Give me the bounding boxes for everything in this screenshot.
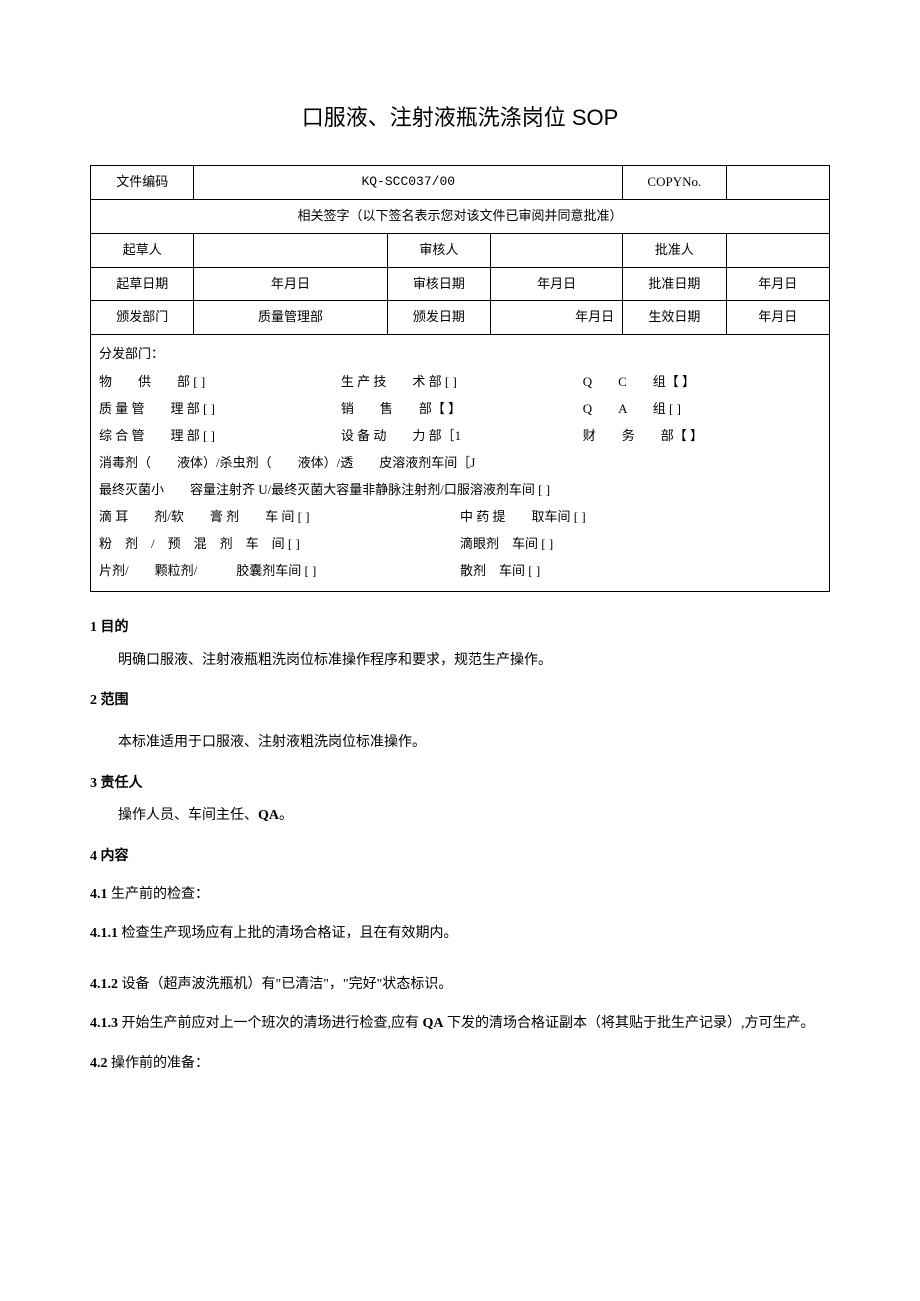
section-1-num: 1 bbox=[90, 620, 97, 635]
para-4-1-1-text: 检查生产现场应有上批的清场合格证，且在有效期内。 bbox=[122, 926, 458, 941]
effective-date-label: 生效日期 bbox=[623, 301, 726, 335]
section-1: 1 目的 明确口服液、注射液瓶粗洗岗位标准操作程序和要求，规范生产操作。 bbox=[90, 617, 830, 672]
title-sop: SOP bbox=[566, 105, 619, 130]
approver-label: 批准人 bbox=[623, 233, 726, 267]
effective-date-value: 年月日 bbox=[726, 301, 829, 335]
para-4-1-2: 4.1.2 设备（超声波洗瓶机）有"已清洁"，"完好"状态标识。 bbox=[90, 972, 830, 997]
approve-date-label: 批准日期 bbox=[623, 267, 726, 301]
reviewer-label: 审核人 bbox=[387, 233, 490, 267]
section-4: 4 内容 4.1 生产前的检查： 4.1.1 检查生产现场应有上批的清场合格证，… bbox=[90, 846, 830, 1076]
dist-item: 散剂 车间 [ ] bbox=[460, 558, 821, 584]
review-date-value: 年月日 bbox=[491, 267, 623, 301]
issue-dept-label: 颁发部门 bbox=[91, 301, 194, 335]
section-3-body-post: 。 bbox=[279, 808, 293, 823]
section-2-num: 2 bbox=[90, 693, 97, 708]
dist-item: 物 供 部 [ ] bbox=[99, 369, 337, 395]
issue-date-label: 颁发日期 bbox=[387, 301, 490, 335]
signature-row-title: 相关签字（以下签名表示您对该文件已审阅并同意批准） bbox=[91, 199, 830, 233]
drafter-label: 起草人 bbox=[91, 233, 194, 267]
review-date-label: 审核日期 bbox=[387, 267, 490, 301]
page-title: 口服液、注射液瓶洗涤岗位 SOP bbox=[90, 100, 830, 135]
section-3-body: 操作人员、车间主任、QA。 bbox=[90, 805, 830, 827]
file-code-label: 文件编码 bbox=[91, 166, 194, 200]
issue-dept-value: 质量管理部 bbox=[194, 301, 387, 335]
dist-row: 质 量 管 理 部 [ ] 销 售 部【 】 Q A 组 [ ] bbox=[99, 396, 821, 422]
dist-row: 滴 耳 剂/软 膏 剂 车 间 [ ] 中 药 提 取车间 [ ] bbox=[99, 504, 821, 530]
metadata-table: 文件编码 KQ-SCC037/00 COPYNo. 相关签字（以下签名表示您对该… bbox=[90, 165, 830, 592]
section-1-body: 明确口服液、注射液瓶粗洗岗位标准操作程序和要求，规范生产操作。 bbox=[90, 650, 830, 672]
dist-row: 粉 剂 / 预 混 剂 车 间 [ ] 滴眼剂 车间 [ ] bbox=[99, 531, 821, 557]
section-4-num: 4 bbox=[90, 849, 97, 864]
issue-date-value: 年月日 bbox=[491, 301, 623, 335]
dist-item: 片剂/ 颗粒剂/ 胶囊剂车间 [ ] bbox=[99, 558, 460, 584]
dist-item: 消毒剂（ 液体）/杀虫剂（ 液体）/透 皮溶液剂车间［J bbox=[99, 450, 821, 476]
dist-row: 消毒剂（ 液体）/杀虫剂（ 液体）/透 皮溶液剂车间［J bbox=[99, 450, 821, 476]
section-3-num: 3 bbox=[90, 776, 97, 791]
title-main: 口服液、注射液瓶洗涤岗位 bbox=[302, 105, 566, 130]
dist-item: 中 药 提 取车间 [ ] bbox=[460, 504, 821, 530]
section-4-head: 4 内容 bbox=[90, 846, 830, 868]
para-4-1-3: 4.1.3 开始生产前应对上一个班次的清场进行检查,应有 QA 下发的清场合格证… bbox=[90, 1011, 830, 1036]
para-4-1-1-num: 4.1.1 bbox=[90, 926, 118, 941]
section-1-title: 目的 bbox=[101, 620, 129, 635]
para-4-1-num: 4.1 bbox=[90, 887, 108, 902]
distribution-cell: 分发部门： 物 供 部 [ ] 生 产 技 术 部 [ ] Q C 组【 】 质… bbox=[91, 335, 830, 592]
dist-item: Q C 组【 】 bbox=[583, 369, 821, 395]
section-1-head: 1 目的 bbox=[90, 617, 830, 639]
copy-no-label: COPYNo. bbox=[623, 166, 726, 200]
section-2-title: 范围 bbox=[101, 693, 129, 708]
para-4-1-3-text-a: 开始生产前应对上一个班次的清场进行检查,应有 bbox=[122, 1016, 423, 1031]
section-4-title: 内容 bbox=[101, 849, 129, 864]
section-2-head: 2 范围 bbox=[90, 690, 830, 712]
distribution-label: 分发部门： bbox=[99, 341, 821, 367]
dist-item: Q A 组 [ ] bbox=[583, 396, 821, 422]
para-4-1-1: 4.1.1 检查生产现场应有上批的清场合格证，且在有效期内。 bbox=[90, 921, 830, 946]
dist-row: 最终灭菌小 容量注射齐 U/最终灭菌大容量非静脉注射剂/口服溶液剂车间 [ ] bbox=[99, 477, 821, 503]
section-3-title: 责任人 bbox=[101, 776, 143, 791]
dist-row: 综 合 管 理 部 [ ] 设 备 动 力 部［1 财 务 部【 】 bbox=[99, 423, 821, 449]
dist-row: 物 供 部 [ ] 生 产 技 术 部 [ ] Q C 组【 】 bbox=[99, 369, 821, 395]
para-4-1-3-num: 4.1.3 bbox=[90, 1016, 118, 1031]
approve-date-value: 年月日 bbox=[726, 267, 829, 301]
dist-item: 生 产 技 术 部 [ ] bbox=[341, 369, 579, 395]
section-3-qa: QA bbox=[258, 808, 279, 823]
dist-item: 质 量 管 理 部 [ ] bbox=[99, 396, 337, 422]
para-4-1-text: 生产前的检查： bbox=[111, 887, 209, 902]
section-3: 3 责任人 操作人员、车间主任、QA。 bbox=[90, 773, 830, 828]
approver-value bbox=[726, 233, 829, 267]
section-3-head: 3 责任人 bbox=[90, 773, 830, 795]
section-2: 2 范围 本标准适用于口服液、注射液粗洗岗位标准操作。 bbox=[90, 690, 830, 755]
section-2-body: 本标准适用于口服液、注射液粗洗岗位标准操作。 bbox=[90, 732, 830, 754]
para-4-1-3-qa: QA bbox=[423, 1016, 444, 1031]
reviewer-value bbox=[491, 233, 623, 267]
dist-item: 财 务 部【 】 bbox=[583, 423, 821, 449]
dist-item: 销 售 部【 】 bbox=[341, 396, 579, 422]
dist-item: 最终灭菌小 容量注射齐 U/最终灭菌大容量非静脉注射剂/口服溶液剂车间 [ ] bbox=[99, 477, 821, 503]
copy-no-value bbox=[726, 166, 829, 200]
dist-item: 综 合 管 理 部 [ ] bbox=[99, 423, 337, 449]
drafter-value bbox=[194, 233, 387, 267]
draft-date-label: 起草日期 bbox=[91, 267, 194, 301]
file-code-value: KQ-SCC037/00 bbox=[194, 166, 623, 200]
dist-item: 滴 耳 剂/软 膏 剂 车 间 [ ] bbox=[99, 504, 460, 530]
dist-row: 片剂/ 颗粒剂/ 胶囊剂车间 [ ] 散剂 车间 [ ] bbox=[99, 558, 821, 584]
dist-item: 滴眼剂 车间 [ ] bbox=[460, 531, 821, 557]
section-3-body-pre: 操作人员、车间主任、 bbox=[118, 808, 258, 823]
draft-date-value: 年月日 bbox=[194, 267, 387, 301]
para-4-2-text: 操作前的准备： bbox=[111, 1056, 209, 1071]
para-4-2-num: 4.2 bbox=[90, 1056, 108, 1071]
para-4-1-3-text-b: 下发的清场合格证副本（将其贴于批生产记录）,方可生产。 bbox=[444, 1016, 815, 1031]
para-4-1: 4.1 生产前的检查： bbox=[90, 882, 830, 907]
dist-item: 设 备 动 力 部［1 bbox=[341, 423, 579, 449]
dist-item: 粉 剂 / 预 混 剂 车 间 [ ] bbox=[99, 531, 460, 557]
para-4-2: 4.2 操作前的准备： bbox=[90, 1051, 830, 1076]
para-4-1-2-text: 设备（超声波洗瓶机）有"已清洁"，"完好"状态标识。 bbox=[122, 977, 453, 992]
para-4-1-2-num: 4.1.2 bbox=[90, 977, 118, 992]
